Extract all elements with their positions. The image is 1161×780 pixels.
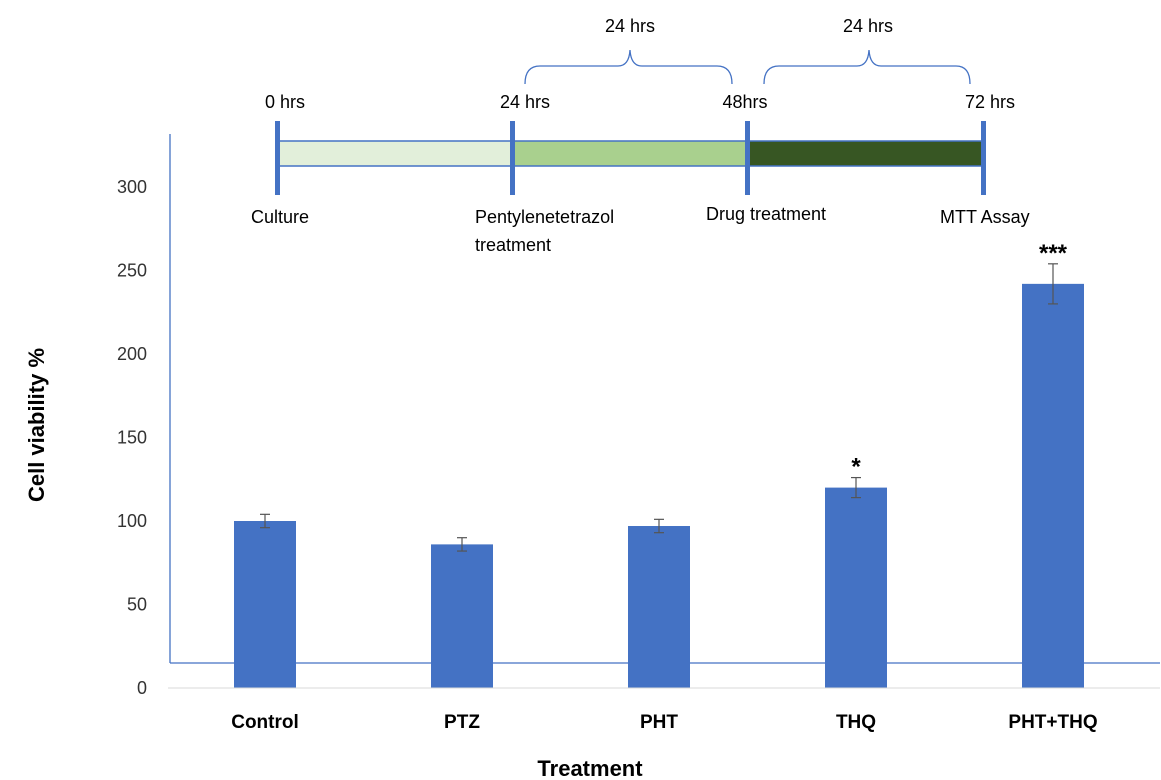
- error-bars-group: [260, 263, 1058, 552]
- y-tick-label: 0: [137, 678, 147, 698]
- significance-marker: *: [851, 454, 861, 481]
- timeline-segment-culture: [277, 140, 514, 167]
- error-bar: [1048, 263, 1058, 305]
- bar-pht: [628, 526, 690, 688]
- bar-ptz: [431, 544, 493, 688]
- bar-pht-thq: [1022, 283, 1084, 688]
- x-axis-title: Treatment: [537, 756, 643, 780]
- significance-group: ****: [851, 240, 1067, 481]
- x-axis-labels: Control PTZ PHT THQ PHT+THQ: [231, 712, 1097, 733]
- x-category-label: Control: [231, 712, 299, 733]
- stage-label-mtt: MTT Assay: [940, 207, 1030, 227]
- bar-control: [234, 521, 296, 688]
- brace-label-1: 24 hrs: [605, 16, 655, 36]
- x-category-label: PHT: [640, 712, 678, 733]
- error-bar: [851, 476, 861, 499]
- timeline-marker-72h: [981, 121, 986, 195]
- timeline-marker-0h: [275, 121, 280, 195]
- y-tick-label: 150: [117, 428, 147, 448]
- stage-label-culture: Culture: [251, 207, 309, 227]
- time-label-0: 0 hrs: [265, 92, 305, 112]
- bars-group: [234, 283, 1084, 688]
- y-tick-label: 300: [117, 177, 147, 197]
- error-bar: [654, 518, 664, 534]
- error-bar: [457, 537, 467, 552]
- time-label-24: 24 hrs: [500, 92, 550, 112]
- y-axis-ticks: 0 50 100 150 200 250 300: [117, 177, 147, 698]
- brace-left: [524, 49, 733, 85]
- error-bar: [260, 513, 270, 529]
- bar-thq: [825, 487, 887, 688]
- timeline-segment-ptz: [512, 140, 749, 167]
- y-tick-label: 100: [117, 511, 147, 531]
- timeline-segment-drug: [747, 140, 985, 167]
- y-axis-title: Cell viability %: [24, 348, 49, 502]
- y-tick-label: 50: [127, 595, 147, 615]
- stage-label-ptz-line1: Pentylenetetrazol: [475, 207, 614, 227]
- y-tick-label: 200: [117, 344, 147, 364]
- x-category-label: THQ: [836, 712, 876, 733]
- time-label-48: 48hrs: [722, 92, 767, 112]
- y-tick-label: 250: [117, 261, 147, 281]
- timeline-inset: 24 hrs 24 hrs 0 hrs 24 hrs 48hrs 72 hrs …: [169, 16, 1160, 664]
- x-category-label: PTZ: [444, 712, 480, 733]
- brace-right: [763, 49, 971, 85]
- time-label-72: 72 hrs: [965, 92, 1015, 112]
- x-category-label: PHT+THQ: [1008, 712, 1097, 733]
- stage-label-ptz-line2: treatment: [475, 235, 551, 255]
- significance-marker: ***: [1039, 240, 1068, 267]
- timeline-marker-24h: [510, 121, 515, 195]
- stage-label-drug: Drug treatment: [706, 204, 826, 224]
- timeline-marker-48h: [745, 121, 750, 195]
- brace-label-2: 24 hrs: [843, 16, 893, 36]
